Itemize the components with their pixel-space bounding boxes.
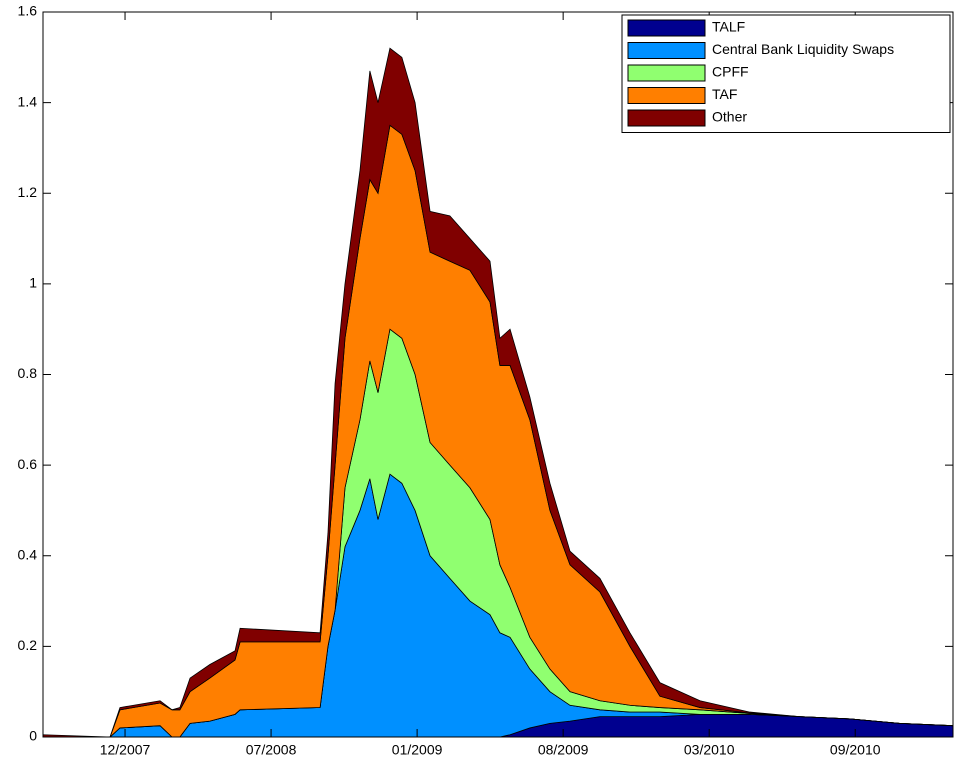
legend-swatch	[627, 42, 706, 59]
y-tick-label: 0.6	[18, 456, 38, 472]
legend-label: CPFF	[712, 64, 749, 80]
y-tick-label: 0.8	[18, 365, 38, 381]
y-tick-label: 1.4	[18, 93, 38, 109]
x-tick-label: 07/2008	[246, 742, 297, 758]
y-tick-label: 0.2	[18, 637, 38, 653]
legend-swatch	[627, 109, 706, 127]
legend-swatch	[627, 64, 706, 82]
x-tick-label: 09/2010	[830, 742, 881, 758]
x-tick-label: 12/2007	[100, 742, 151, 758]
legend-label: TAF	[712, 86, 737, 102]
x-tick-label: 08/2009	[538, 742, 589, 758]
legend-swatch	[627, 87, 706, 104]
y-tick-label: 1.6	[18, 3, 38, 19]
x-tick-label: 01/2009	[392, 742, 443, 758]
legend-label: Other	[712, 109, 747, 125]
legend-label: TALF	[712, 19, 745, 35]
y-tick-label: 0	[29, 728, 37, 744]
legend-label: Central Bank Liquidity Swaps	[712, 41, 894, 57]
area	[42, 47, 954, 738]
x-tick-label: 03/2010	[684, 742, 735, 758]
legend-swatch	[627, 19, 706, 37]
y-tick-label: 1	[29, 275, 37, 291]
y-tick-label: 0.4	[18, 546, 38, 562]
y-tick-label: 1.2	[18, 184, 38, 200]
